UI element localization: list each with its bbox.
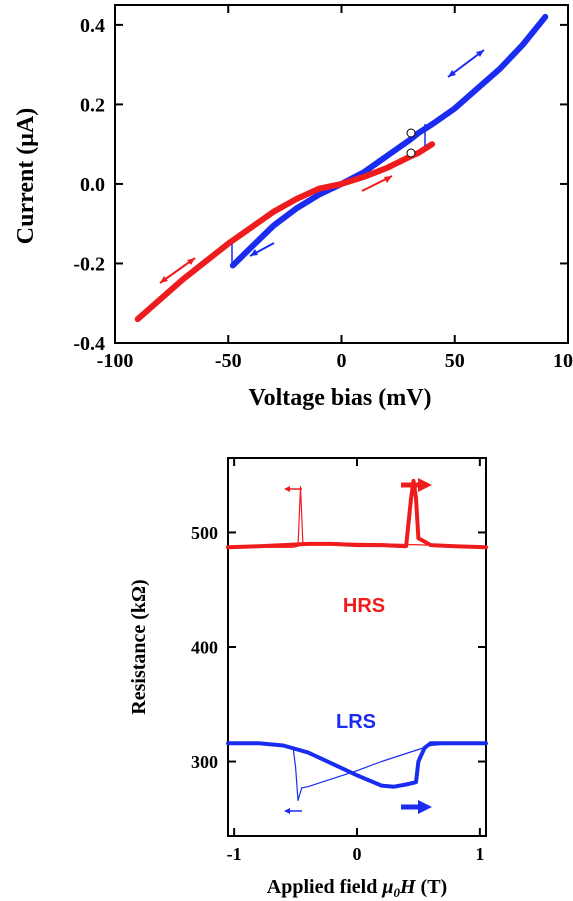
hrs-label: HRS <box>343 595 385 617</box>
rh-xlabel: Applied field μ0H (T) <box>267 876 447 900</box>
arrow-head <box>187 258 195 265</box>
series-line <box>226 478 488 550</box>
iv-ticks: -100 -50 0 50 100 -0.4 -0.2 0.0 0.2 0.4 <box>73 5 573 372</box>
y-tick-label: -0.4 <box>73 333 105 355</box>
y-tick-label: 400 <box>191 637 218 657</box>
series-line <box>227 742 487 802</box>
x-tick-label: -50 <box>215 350 242 372</box>
x-tick-label: 50 <box>445 350 465 372</box>
x-tick-label: -100 <box>97 350 134 372</box>
arrow-head <box>448 70 456 77</box>
y-tick-label: 500 <box>191 523 218 543</box>
arrow-head <box>418 478 432 492</box>
iv-plot-frame <box>114 4 569 344</box>
iv-xlabel: Voltage bias (mV) <box>248 385 431 411</box>
arrow-head <box>284 486 290 492</box>
rh-arrows <box>284 478 432 814</box>
rh-series <box>226 478 488 802</box>
iv-chart: -100 -50 0 50 100 -0.4 -0.2 0.0 0.2 0.4 Voltage b… <box>13 4 573 411</box>
series-line <box>134 141 436 323</box>
arrow-head <box>160 276 168 283</box>
x-tick-label: 100 <box>553 350 573 372</box>
iv-ylabel: Current (μA) <box>13 108 39 244</box>
x-tick-label: 1 <box>475 844 484 864</box>
rh-chart: -1 0 1 300 400 500 HRS LRS Applied field μ0H … <box>128 457 488 900</box>
arrow-head <box>384 176 392 183</box>
arrow-head <box>418 800 432 814</box>
y-tick-label: 300 <box>191 752 218 772</box>
rh-ylabel: Resistance (kΩ) <box>128 579 150 714</box>
iv-arrows <box>159 49 485 284</box>
series-line <box>226 741 488 789</box>
arrow-head <box>284 808 290 814</box>
series-line <box>227 486 487 548</box>
x-tick-label: -1 <box>227 844 242 864</box>
y-tick-label: 0.4 <box>80 15 105 37</box>
marker-open-circle <box>406 148 416 158</box>
x-tick-label: 0 <box>353 844 362 864</box>
y-tick-label: 0.0 <box>80 174 105 196</box>
x-tick-label: 0 <box>337 350 347 372</box>
y-tick-label: 0.2 <box>80 94 105 116</box>
rh-plot-frame <box>227 457 487 837</box>
iv-series <box>134 13 549 323</box>
arrow-head <box>476 50 484 57</box>
lrs-label: LRS <box>336 711 376 733</box>
y-tick-label: -0.2 <box>73 253 105 275</box>
rh-ticks: -1 0 1 300 400 500 <box>191 458 486 864</box>
series-line <box>229 13 549 269</box>
arrow-head <box>250 249 258 256</box>
marker-open-circle <box>406 128 416 138</box>
